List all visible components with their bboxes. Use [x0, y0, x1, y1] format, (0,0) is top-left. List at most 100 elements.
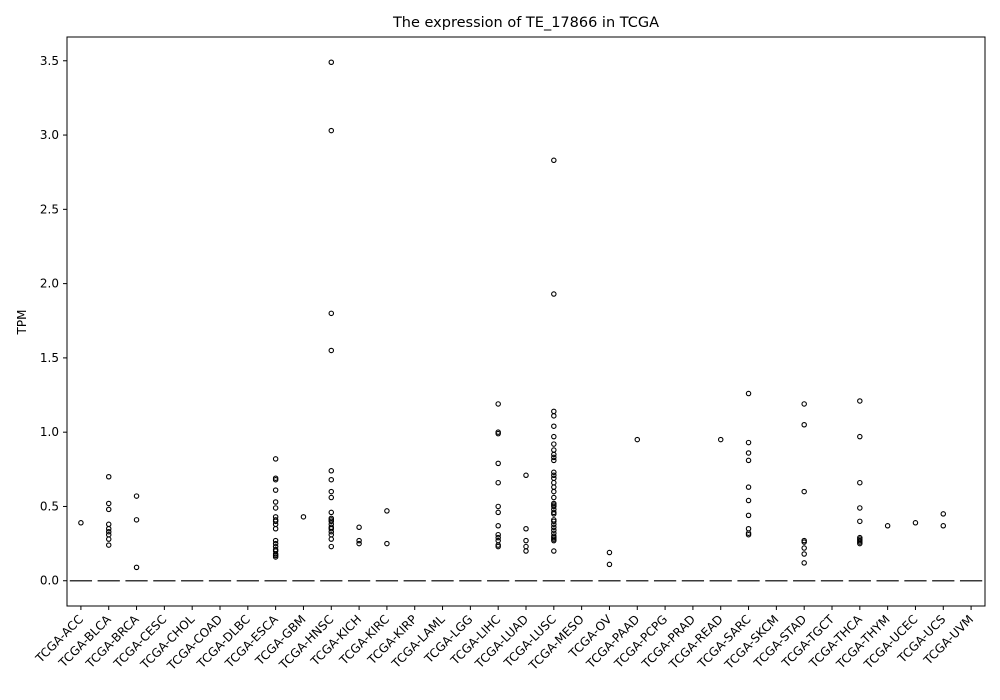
- outlier-point: [328, 531, 335, 538]
- outlier-point: [801, 539, 807, 545]
- outlier-point: [272, 521, 279, 528]
- y-tick-label: 0.5: [40, 499, 59, 513]
- outlier-point: [328, 509, 335, 516]
- x-axis: TCGA-ACCTCGA-BLCATCGA-BRCATCGA-CESCTCGA-…: [32, 606, 976, 673]
- outlier-point: [551, 494, 557, 501]
- outlier-point: [551, 408, 557, 415]
- outlier-point: [328, 528, 335, 535]
- outlier-point: [745, 484, 752, 490]
- outlier-point: [105, 542, 112, 548]
- outlier-point: [551, 488, 557, 495]
- outlier-point: [272, 499, 279, 505]
- outlier-point: [78, 520, 84, 526]
- category-group: [320, 59, 343, 582]
- outlier-point: [272, 456, 279, 462]
- outlier-point: [272, 540, 279, 547]
- category-group: [97, 473, 120, 582]
- category-group: [347, 524, 371, 582]
- outlier-point: [801, 401, 807, 407]
- category-group: [737, 390, 760, 582]
- category-group: [542, 157, 565, 582]
- category-group: [904, 520, 927, 582]
- outlier-point: [328, 525, 335, 532]
- outlier-point: [105, 506, 112, 513]
- outlier-point: [551, 527, 557, 533]
- outlier-point: [523, 537, 529, 544]
- outlier-point: [384, 508, 390, 514]
- outlier-point: [328, 476, 335, 483]
- outlier-point: [745, 525, 752, 532]
- outlier-point: [551, 423, 557, 429]
- outlier-point: [495, 460, 501, 467]
- outlier-point: [940, 523, 947, 529]
- plot-area: [69, 59, 983, 582]
- outlier-point: [523, 525, 529, 532]
- outlier-point: [801, 551, 807, 557]
- outlier-point: [551, 454, 557, 461]
- outlier-point: [857, 433, 863, 440]
- outlier-point: [551, 537, 557, 544]
- outlier-point: [328, 468, 335, 474]
- category-group: [709, 436, 732, 582]
- outlier-point: [606, 549, 613, 556]
- category-group: [626, 436, 649, 582]
- outlier-point: [551, 475, 557, 481]
- outlier-point: [745, 439, 752, 446]
- outlier-point: [495, 509, 501, 516]
- outlier-point: [551, 157, 557, 164]
- outlier-point: [328, 310, 335, 317]
- outlier-point: [105, 536, 112, 542]
- category-group: [264, 456, 287, 582]
- category-group: [292, 514, 315, 582]
- category-group: [487, 401, 510, 582]
- category-group: [793, 401, 816, 582]
- outlier-point: [745, 457, 752, 464]
- outlier-point: [272, 554, 279, 560]
- outlier-point: [523, 543, 529, 550]
- outlier-point: [105, 525, 112, 532]
- outlier-point: [356, 540, 362, 547]
- category-group: [514, 472, 538, 582]
- outlier-point: [857, 518, 863, 525]
- outlier-point: [857, 505, 863, 511]
- outlier-point: [634, 436, 641, 443]
- outlier-point: [272, 487, 279, 493]
- category-group: [932, 511, 955, 582]
- outlier-point: [328, 536, 335, 542]
- outlier-point: [551, 451, 557, 458]
- outlier-point: [328, 488, 335, 495]
- outlier-point: [940, 511, 947, 517]
- outlier-point: [745, 450, 752, 456]
- y-tick-label: 2.5: [40, 202, 59, 216]
- outlier-point: [551, 521, 557, 528]
- outlier-point: [551, 503, 557, 510]
- outlier-point: [328, 127, 335, 134]
- outlier-point: [745, 512, 752, 519]
- outlier-point: [495, 430, 501, 437]
- outlier-point: [857, 398, 863, 404]
- outlier-point: [495, 503, 501, 510]
- outlier-point: [495, 401, 501, 407]
- category-group: [598, 549, 621, 582]
- outlier-point: [328, 543, 335, 550]
- outlier-point: [495, 537, 501, 544]
- outlier-point: [606, 561, 613, 568]
- y-tick-label: 3.5: [40, 54, 59, 68]
- outlier-point: [105, 473, 112, 480]
- outlier-point: [105, 528, 112, 535]
- chart-title: The expression of TE_17866 in TCGA: [392, 15, 659, 31]
- outlier-point: [551, 472, 557, 479]
- outlier-point: [801, 560, 807, 566]
- y-tick-label: 1.0: [40, 425, 59, 439]
- outlier-point: [272, 505, 279, 511]
- outlier-point: [523, 548, 529, 554]
- outlier-point: [105, 531, 112, 538]
- outlier-point: [133, 564, 140, 571]
- outlier-point: [133, 493, 140, 499]
- outlier-point: [272, 525, 279, 532]
- outlier-point: [133, 517, 140, 523]
- category-group: [69, 520, 93, 582]
- outlier-point: [857, 540, 863, 547]
- outlier-point: [551, 447, 557, 453]
